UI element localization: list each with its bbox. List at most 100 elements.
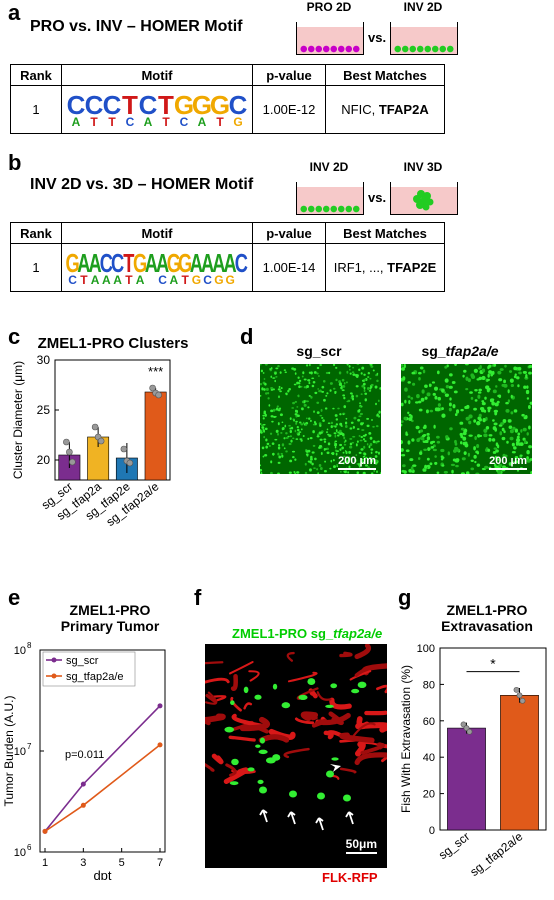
cell-dot <box>521 413 525 417</box>
logo-letter-top: A <box>224 249 237 278</box>
significance-annotation: * <box>490 656 496 672</box>
logo-letter-bottom: C <box>126 115 135 129</box>
cell-dot <box>362 438 366 441</box>
cell-dot <box>362 434 366 437</box>
vessel-segment <box>311 718 328 728</box>
cell-dot <box>310 395 313 399</box>
cell-dot <box>492 426 497 431</box>
cell-dot <box>324 448 327 451</box>
cell-dot <box>497 469 501 474</box>
cell-dot <box>314 457 317 461</box>
cell-dot <box>401 448 404 452</box>
matches-bold: TFAP2A <box>378 102 429 117</box>
tumor-cell <box>229 781 239 786</box>
cell-dot <box>363 386 366 390</box>
cell-dot <box>309 468 312 472</box>
cell-dot <box>526 432 529 436</box>
cell-dot <box>366 443 369 446</box>
panel-d-left-title: sg_scr <box>296 343 342 359</box>
cell-dot <box>271 442 275 446</box>
cell-dot <box>285 450 288 453</box>
cell-dot <box>416 438 420 443</box>
cell-dot <box>316 411 320 414</box>
cell-dot <box>401 420 404 424</box>
cell-dot <box>407 440 411 445</box>
cell-dot <box>424 464 428 469</box>
cell-dot <box>277 422 280 426</box>
cell-dot <box>279 390 282 393</box>
logo-letter-top: C <box>229 90 248 120</box>
x-tick-label: 5 <box>119 857 125 869</box>
cell-dot <box>297 428 300 432</box>
header-best-matches: Best Matches <box>325 222 445 244</box>
cell-dot <box>496 400 500 404</box>
data-point <box>120 445 128 453</box>
tumor-cell <box>307 678 316 686</box>
vessel-segment <box>205 661 224 665</box>
cell-dot <box>401 367 405 371</box>
cell-dot <box>364 392 368 395</box>
cell-dot <box>529 458 532 461</box>
vessel-segment <box>230 673 238 691</box>
cell-dot <box>292 401 296 405</box>
vessel-segment <box>355 741 366 757</box>
cell-dot <box>419 429 424 433</box>
data-point <box>149 384 156 392</box>
cell-dot <box>529 401 532 405</box>
cell-dot <box>285 437 289 439</box>
logo-letter-top: C <box>67 90 86 120</box>
header-best-matches: Best Matches <box>325 64 445 86</box>
cell-dot <box>309 460 312 464</box>
arrow-icon <box>259 809 268 823</box>
y-tick-label: 80 <box>423 679 435 691</box>
y-tick-label: 20 <box>37 453 51 467</box>
cell-dot <box>509 436 514 441</box>
cell-dot <box>260 468 263 472</box>
cell-dot <box>465 471 470 474</box>
cell-dot <box>433 386 438 391</box>
cell-dot <box>275 407 279 411</box>
cell-dot <box>488 437 492 442</box>
cell-dot <box>296 426 299 429</box>
cell-dot <box>460 435 464 439</box>
cell-dot <box>345 381 348 384</box>
cell-dot <box>402 376 406 381</box>
cell-dot <box>277 365 280 368</box>
panel-g-label: g <box>398 585 412 610</box>
cell-dot <box>350 397 353 399</box>
cell-dot <box>419 366 424 370</box>
cell-dot <box>320 408 323 412</box>
title-line1: ZMEL1-PRO <box>446 602 528 618</box>
tumor-cell <box>325 704 334 709</box>
cell-dot <box>358 451 362 455</box>
cell-dot <box>280 386 283 390</box>
cell-dot <box>336 450 340 453</box>
logo-letter-top: T <box>123 249 134 278</box>
cell-dot <box>341 378 345 382</box>
cell-dot <box>343 443 347 446</box>
vessel-segment <box>360 742 385 755</box>
cell-dot <box>429 409 434 413</box>
cell-dot <box>351 395 354 398</box>
cell-dot <box>301 407 304 411</box>
cell-dot <box>509 429 514 434</box>
logo-letter-top: A <box>201 249 214 278</box>
cell-dot <box>287 389 290 393</box>
chart-title: ZMEL1-PRO Clusters <box>38 335 189 352</box>
cell-dot <box>454 460 459 463</box>
cell-dot <box>355 459 358 462</box>
cell-dot <box>410 397 414 400</box>
cell-dot <box>293 471 296 474</box>
cell-dot <box>319 424 322 427</box>
cell-dot <box>349 427 353 430</box>
matches-bold: TFAP2E <box>387 260 437 275</box>
cell-dot <box>424 384 428 388</box>
panel-a-title: PRO vs. INV – HOMER Motif <box>30 18 243 35</box>
cell-dot <box>321 417 324 419</box>
cell-dot <box>322 420 325 422</box>
cell-dot <box>504 364 507 368</box>
cell-dot <box>293 368 297 371</box>
cell-dot <box>338 371 342 375</box>
cell-dot <box>341 446 344 450</box>
